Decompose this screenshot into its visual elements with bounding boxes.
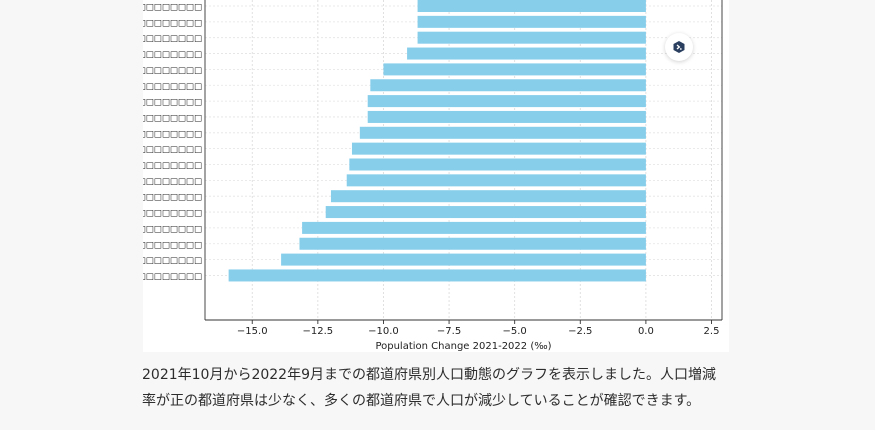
category-label: □□□□□□□□ <box>143 224 202 234</box>
x-tick-label: 0.0 <box>638 326 654 337</box>
category-label: □□□□□□□□ <box>143 256 202 266</box>
bar <box>302 221 646 234</box>
bar <box>346 174 646 187</box>
x-tick-label: −12.5 <box>303 326 334 337</box>
x-axis-label: Population Change 2021-2022 (‰) <box>375 341 551 352</box>
bar <box>349 158 646 171</box>
bar <box>370 79 646 92</box>
category-label: □□□□□□□□ <box>143 18 202 28</box>
bar <box>417 0 646 12</box>
category-label: □□□□□□□□ <box>143 66 202 76</box>
bar <box>417 15 646 28</box>
population-change-chart: □□□□□□□□ □□□□□□□□ □□□□□□□□ □□□□□□□□ □□□□□□□□… <box>143 0 723 352</box>
chart-expand-button[interactable] <box>665 33 693 61</box>
category-label: □□□□□□□□ <box>143 82 202 92</box>
bar <box>417 31 646 44</box>
response-caption: 2021年10月から2022年9月までの都道府県別人口動態のグラフを表示しました… <box>142 362 742 414</box>
bar <box>359 126 646 139</box>
bar <box>367 95 646 108</box>
x-tick-label: −5.0 <box>503 326 527 337</box>
category-label: □□□□□□□□ <box>143 98 202 108</box>
category-label: □□□□□□□□ <box>143 129 202 139</box>
caption-line-2: 率が正の都道府県は少なく、多くの都道府県で人口が減少していることが確認できます。 <box>142 393 701 409</box>
x-tick-label: −10.0 <box>368 326 399 337</box>
category-label: □□□□□□□□ <box>143 113 202 123</box>
x-tick-label: 2.5 <box>704 326 720 337</box>
chart-card: □□□□□□□□ □□□□□□□□ □□□□□□□□ □□□□□□□□ □□□□□□□□… <box>143 0 729 352</box>
bar <box>228 269 646 282</box>
bar <box>383 63 646 76</box>
category-label: □□□□□□□□ <box>143 161 202 171</box>
bar <box>299 237 646 250</box>
category-label: □□□□□□□□ <box>143 240 202 250</box>
x-tick-label: −15.0 <box>237 326 268 337</box>
category-label: □□□□□□□□ <box>143 209 202 219</box>
bar <box>325 206 646 219</box>
x-tick-label: −2.5 <box>568 326 592 337</box>
bar <box>407 47 646 60</box>
bar <box>351 142 646 155</box>
category-label: □□□□□□□□ <box>143 272 202 282</box>
category-label: □□□□□□□□ <box>143 34 202 44</box>
category-label: □□□□□□□□ <box>143 193 202 203</box>
bar <box>281 253 646 266</box>
category-label: □□□□□□□□ <box>143 50 202 60</box>
caption-line-1: 2021年10月から2022年9月までの都道府県別人口動態のグラフを表示しました… <box>142 367 716 383</box>
category-label: □□□□□□□□ <box>143 3 202 13</box>
category-label: □□□□□□□□ <box>143 177 202 187</box>
expand-icon <box>673 41 685 53</box>
x-tick-label: −7.5 <box>437 326 461 337</box>
category-label: □□□□□□□□ <box>143 145 202 155</box>
bar <box>367 110 646 123</box>
bar <box>330 190 646 203</box>
